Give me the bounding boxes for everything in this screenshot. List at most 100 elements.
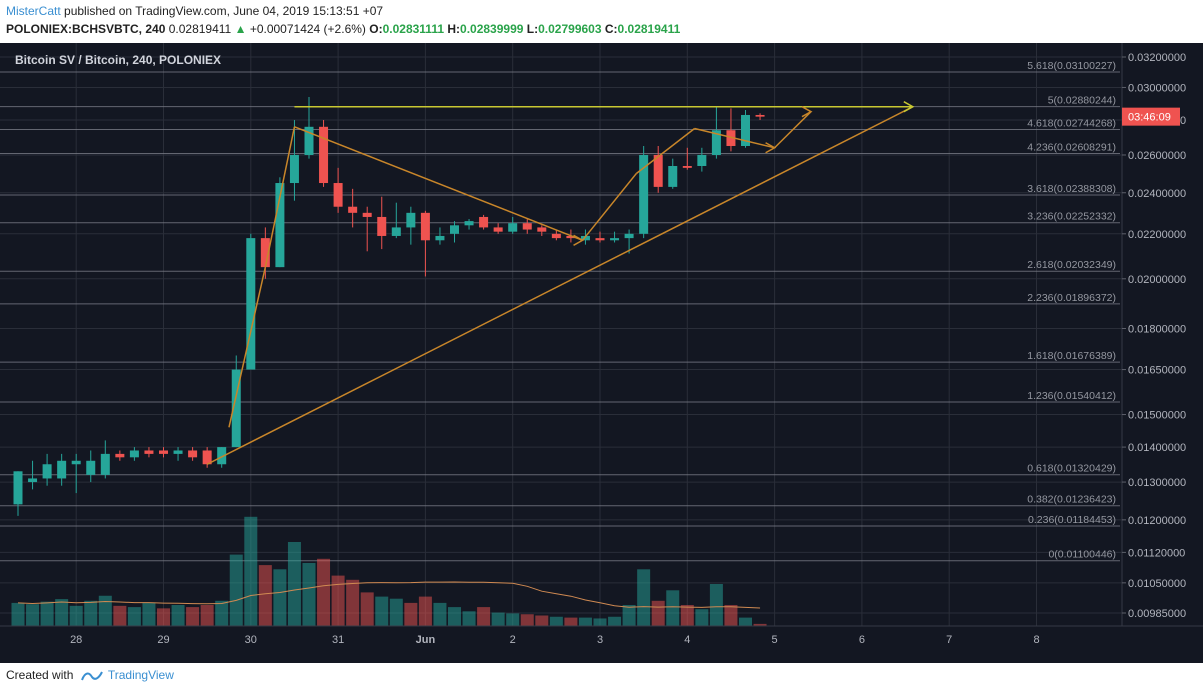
open-label: O: <box>369 22 383 36</box>
price-axis-label: 0.01300000 <box>1128 477 1186 489</box>
candle-body <box>231 369 241 448</box>
candle-body <box>319 126 329 184</box>
candle-body <box>479 216 489 228</box>
volume-bar <box>389 598 403 626</box>
fib-label: 0.236(0.01184453) <box>1028 514 1116 526</box>
fib-label: 0(0.01100446) <box>1048 549 1116 561</box>
volume-bar <box>244 516 258 626</box>
volume-bar <box>622 605 636 626</box>
price-axis-label: 0.02400000 <box>1128 188 1186 200</box>
candle-body <box>217 447 227 465</box>
candle-body <box>697 154 707 166</box>
low-value: 0.02799603 <box>538 22 602 36</box>
volume-bar <box>127 607 141 626</box>
candle-body <box>537 227 547 232</box>
author-link[interactable]: MisterCatt <box>6 4 61 18</box>
volume-bar <box>709 584 723 626</box>
volume-bar <box>666 590 680 626</box>
candle-body <box>595 238 605 241</box>
time-axis-label: 28 <box>70 634 82 646</box>
time-axis-label: 7 <box>946 634 952 646</box>
close-value: 0.02819411 <box>617 22 681 36</box>
candle-body <box>493 227 503 232</box>
time-axis-label: Jun <box>416 634 436 646</box>
chart-background <box>0 43 1203 663</box>
candle-body <box>508 223 518 232</box>
fib-label: 4.618(0.02744268) <box>1027 117 1116 129</box>
volume-bar <box>113 605 127 626</box>
volume-bar <box>418 596 432 626</box>
candle-body <box>13 471 23 505</box>
price-axis-label: 0.01050000 <box>1128 578 1186 590</box>
grid <box>0 43 1122 626</box>
fib-label: 5(0.02880244) <box>1048 95 1116 107</box>
volume-bars <box>11 516 767 626</box>
price-axis-label: 0.01120000 <box>1128 547 1185 559</box>
candle-body <box>639 154 649 234</box>
candle-body <box>304 126 314 155</box>
volume-bar <box>360 592 374 626</box>
volume-bar <box>753 623 767 626</box>
volume-bar <box>593 618 607 626</box>
time-axis-label: 3 <box>597 634 603 646</box>
volume-bar <box>157 608 170 626</box>
volume-bar <box>651 600 665 626</box>
tradingview-link[interactable]: TradingView <box>107 668 174 682</box>
volume-bar <box>506 613 520 626</box>
candle-body <box>755 114 765 117</box>
volume-bar <box>724 605 738 626</box>
candle-body <box>653 154 663 187</box>
volume-bar <box>215 600 229 626</box>
price-axis-label: 0.03200000 <box>1128 52 1186 64</box>
volume-bar <box>302 563 316 626</box>
volume-bar <box>171 605 185 626</box>
open-value: 0.02831111 <box>382 22 445 36</box>
volume-bar <box>98 595 112 626</box>
candle-body <box>406 212 416 228</box>
drawings <box>206 101 915 465</box>
candles <box>13 96 765 516</box>
change-arrow: ▲ <box>234 22 247 36</box>
fib-label: 0.382(0.01236423) <box>1027 494 1116 506</box>
candle-body <box>450 225 459 234</box>
volume-bar <box>40 601 54 626</box>
volume-bar <box>520 614 534 626</box>
volume-bar <box>578 617 592 626</box>
candle-body <box>682 165 692 168</box>
fib-label: 3.236(0.02252332) <box>1027 211 1116 223</box>
volume-bar <box>433 602 447 626</box>
volume-bar <box>26 604 40 626</box>
wave-line-1 <box>581 173 637 241</box>
candle-body <box>580 235 590 241</box>
candle-body <box>260 238 270 268</box>
fib-label: 1.618(0.01676389) <box>1027 350 1116 362</box>
price-axis-label: 0.01800000 <box>1128 324 1186 336</box>
time-axis[interactable]: 28 29 30 31 Jun 2 3 4 5 6 7 8 <box>70 634 1039 646</box>
candle-body <box>289 154 299 184</box>
change-value: +0.00071424 (+2.6%) <box>249 22 366 36</box>
candle-body <box>362 212 372 217</box>
volume-bar <box>186 607 200 626</box>
chart-title: Bitcoin SV / Bitcoin, 240, POLONIEX <box>15 53 221 67</box>
correction-arrow-head <box>573 234 585 246</box>
publish-info: published on TradingView.com, June 04, 2… <box>64 4 384 18</box>
volume-ma-line <box>17 581 761 609</box>
candle-body <box>159 450 168 454</box>
volume-bar <box>69 605 83 626</box>
candle-body <box>42 464 52 479</box>
volume-bar <box>317 558 331 626</box>
candle-body <box>115 453 125 458</box>
symbol-line: POLONIEX:BCHSVBTC, 240 0.02819411 ▲ +0.0… <box>6 22 680 36</box>
last-price: 0.02819411 <box>168 22 232 36</box>
candle-body <box>129 450 139 458</box>
impulse-line-2 <box>264 126 296 268</box>
volume-bar <box>142 602 156 626</box>
volume-bar <box>477 607 491 626</box>
candle-body <box>610 238 620 241</box>
fib-label: 2.618(0.02032349) <box>1027 259 1116 271</box>
low-label: L: <box>526 22 539 36</box>
price-axis-label: 0.03000000 <box>1128 82 1186 94</box>
candle-body <box>173 450 183 454</box>
price-chart[interactable]: 5.618(0.03100227) 5(0.02880244) 4.618(0.02… <box>0 43 1203 663</box>
close-label: C: <box>604 22 618 36</box>
